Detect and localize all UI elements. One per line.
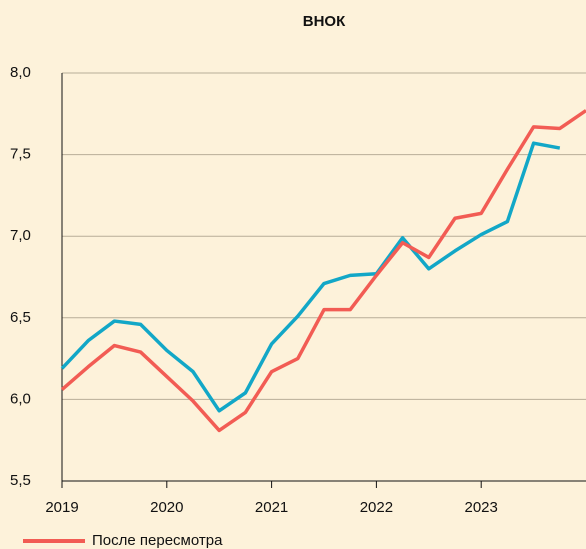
legend-label: После пересмотра: [92, 532, 223, 549]
x-tick-label: 2020: [150, 499, 183, 516]
x-tick-label: 2022: [360, 499, 393, 516]
x-tick-label: 2023: [465, 499, 498, 516]
x-tick-label: 2021: [255, 499, 288, 516]
y-tick-label: 7,0: [10, 227, 31, 244]
y-tick-label: 8,0: [10, 64, 31, 81]
y-tick-label: 6,0: [10, 390, 31, 407]
chart-title: ВНОК: [303, 13, 346, 30]
y-tick-label: 5,5: [10, 472, 31, 489]
line-series: [60, 141, 561, 413]
y-tick-label: 7,5: [10, 146, 31, 163]
line-series: [60, 109, 586, 433]
x-tick-label: 2019: [45, 499, 78, 516]
y-tick-label: 6,5: [10, 309, 31, 326]
